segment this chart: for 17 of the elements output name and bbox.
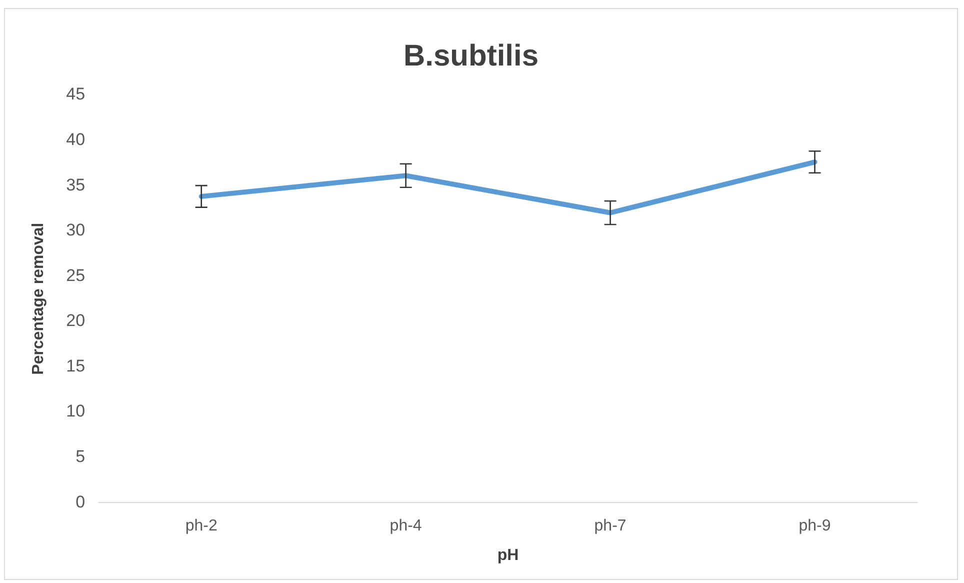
- y-tick-label: 15: [66, 356, 86, 376]
- x-tick-label: ph-9: [798, 518, 831, 535]
- y-tick-label: 20: [66, 311, 86, 330]
- x-tick-label: ph-7: [594, 518, 626, 535]
- x-tick-label: ph-2: [185, 518, 218, 535]
- y-tick-label: 5: [76, 447, 86, 466]
- y-tick-label: 45: [66, 84, 86, 104]
- x-axis-title: pH: [497, 546, 519, 564]
- y-tick-label: 40: [66, 130, 86, 149]
- y-tick-label: 30: [66, 220, 86, 240]
- y-tick-label: 10: [66, 402, 86, 421]
- y-axis-title: Percentage removal: [30, 222, 48, 375]
- y-tick-label: 0: [76, 492, 86, 512]
- y-tick-label: 25: [66, 266, 86, 285]
- chart-title: B.subtilis: [403, 39, 539, 72]
- y-tick-label: 35: [66, 175, 86, 194]
- x-tick-label: ph-4: [390, 518, 422, 535]
